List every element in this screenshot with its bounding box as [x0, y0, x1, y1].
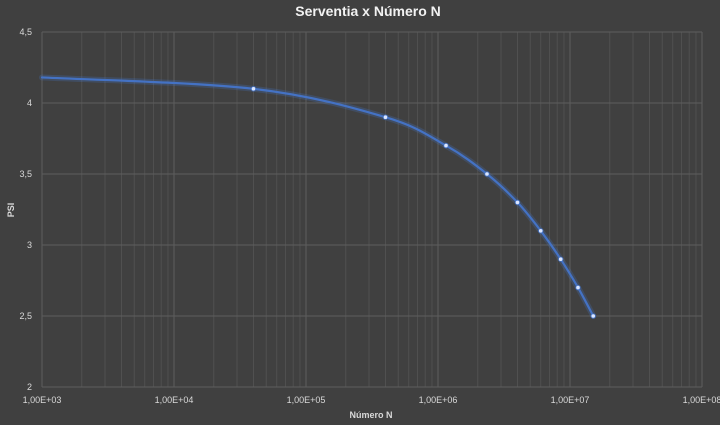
x-tick-label: 1,00E+04 [155, 395, 194, 405]
data-point [382, 114, 389, 120]
x-tick-label: 1,00E+06 [419, 395, 458, 405]
data-point [250, 86, 257, 92]
data-point [484, 171, 490, 177]
y-axis-title: PSI [6, 203, 16, 218]
y-axis-tick-labels: 2 2,5 3 3,5 4 4,5 [19, 27, 32, 392]
data-point [590, 313, 596, 319]
x-tick-label: 1,00E+08 [683, 395, 720, 405]
x-tick-label: 1,00E+03 [23, 395, 62, 405]
y-tick-label: 2,5 [19, 311, 32, 321]
x-axis-title: Número N [349, 410, 392, 420]
data-point [538, 228, 544, 234]
data-point [443, 143, 449, 149]
data-point [514, 199, 521, 205]
y-tick-label: 4 [27, 98, 32, 108]
data-point [558, 256, 564, 262]
x-tick-label: 1,00E+07 [551, 395, 590, 405]
x-tick-label: 1,00E+05 [287, 395, 326, 405]
y-tick-label: 3,5 [19, 169, 32, 179]
data-point [575, 284, 581, 291]
series-line [40, 76, 595, 318]
y-tick-label: 2 [27, 382, 32, 392]
major-gridlines [41, 31, 703, 388]
chart-title: Serventia x Número N [295, 3, 441, 19]
y-tick-label: 4,5 [19, 27, 32, 37]
x-axis-tick-labels: 1,00E+03 1,00E+04 1,00E+05 1,00E+06 1,00E+07… [23, 395, 720, 405]
y-tick-label: 3 [27, 240, 32, 250]
series-layer [39, 74, 597, 319]
